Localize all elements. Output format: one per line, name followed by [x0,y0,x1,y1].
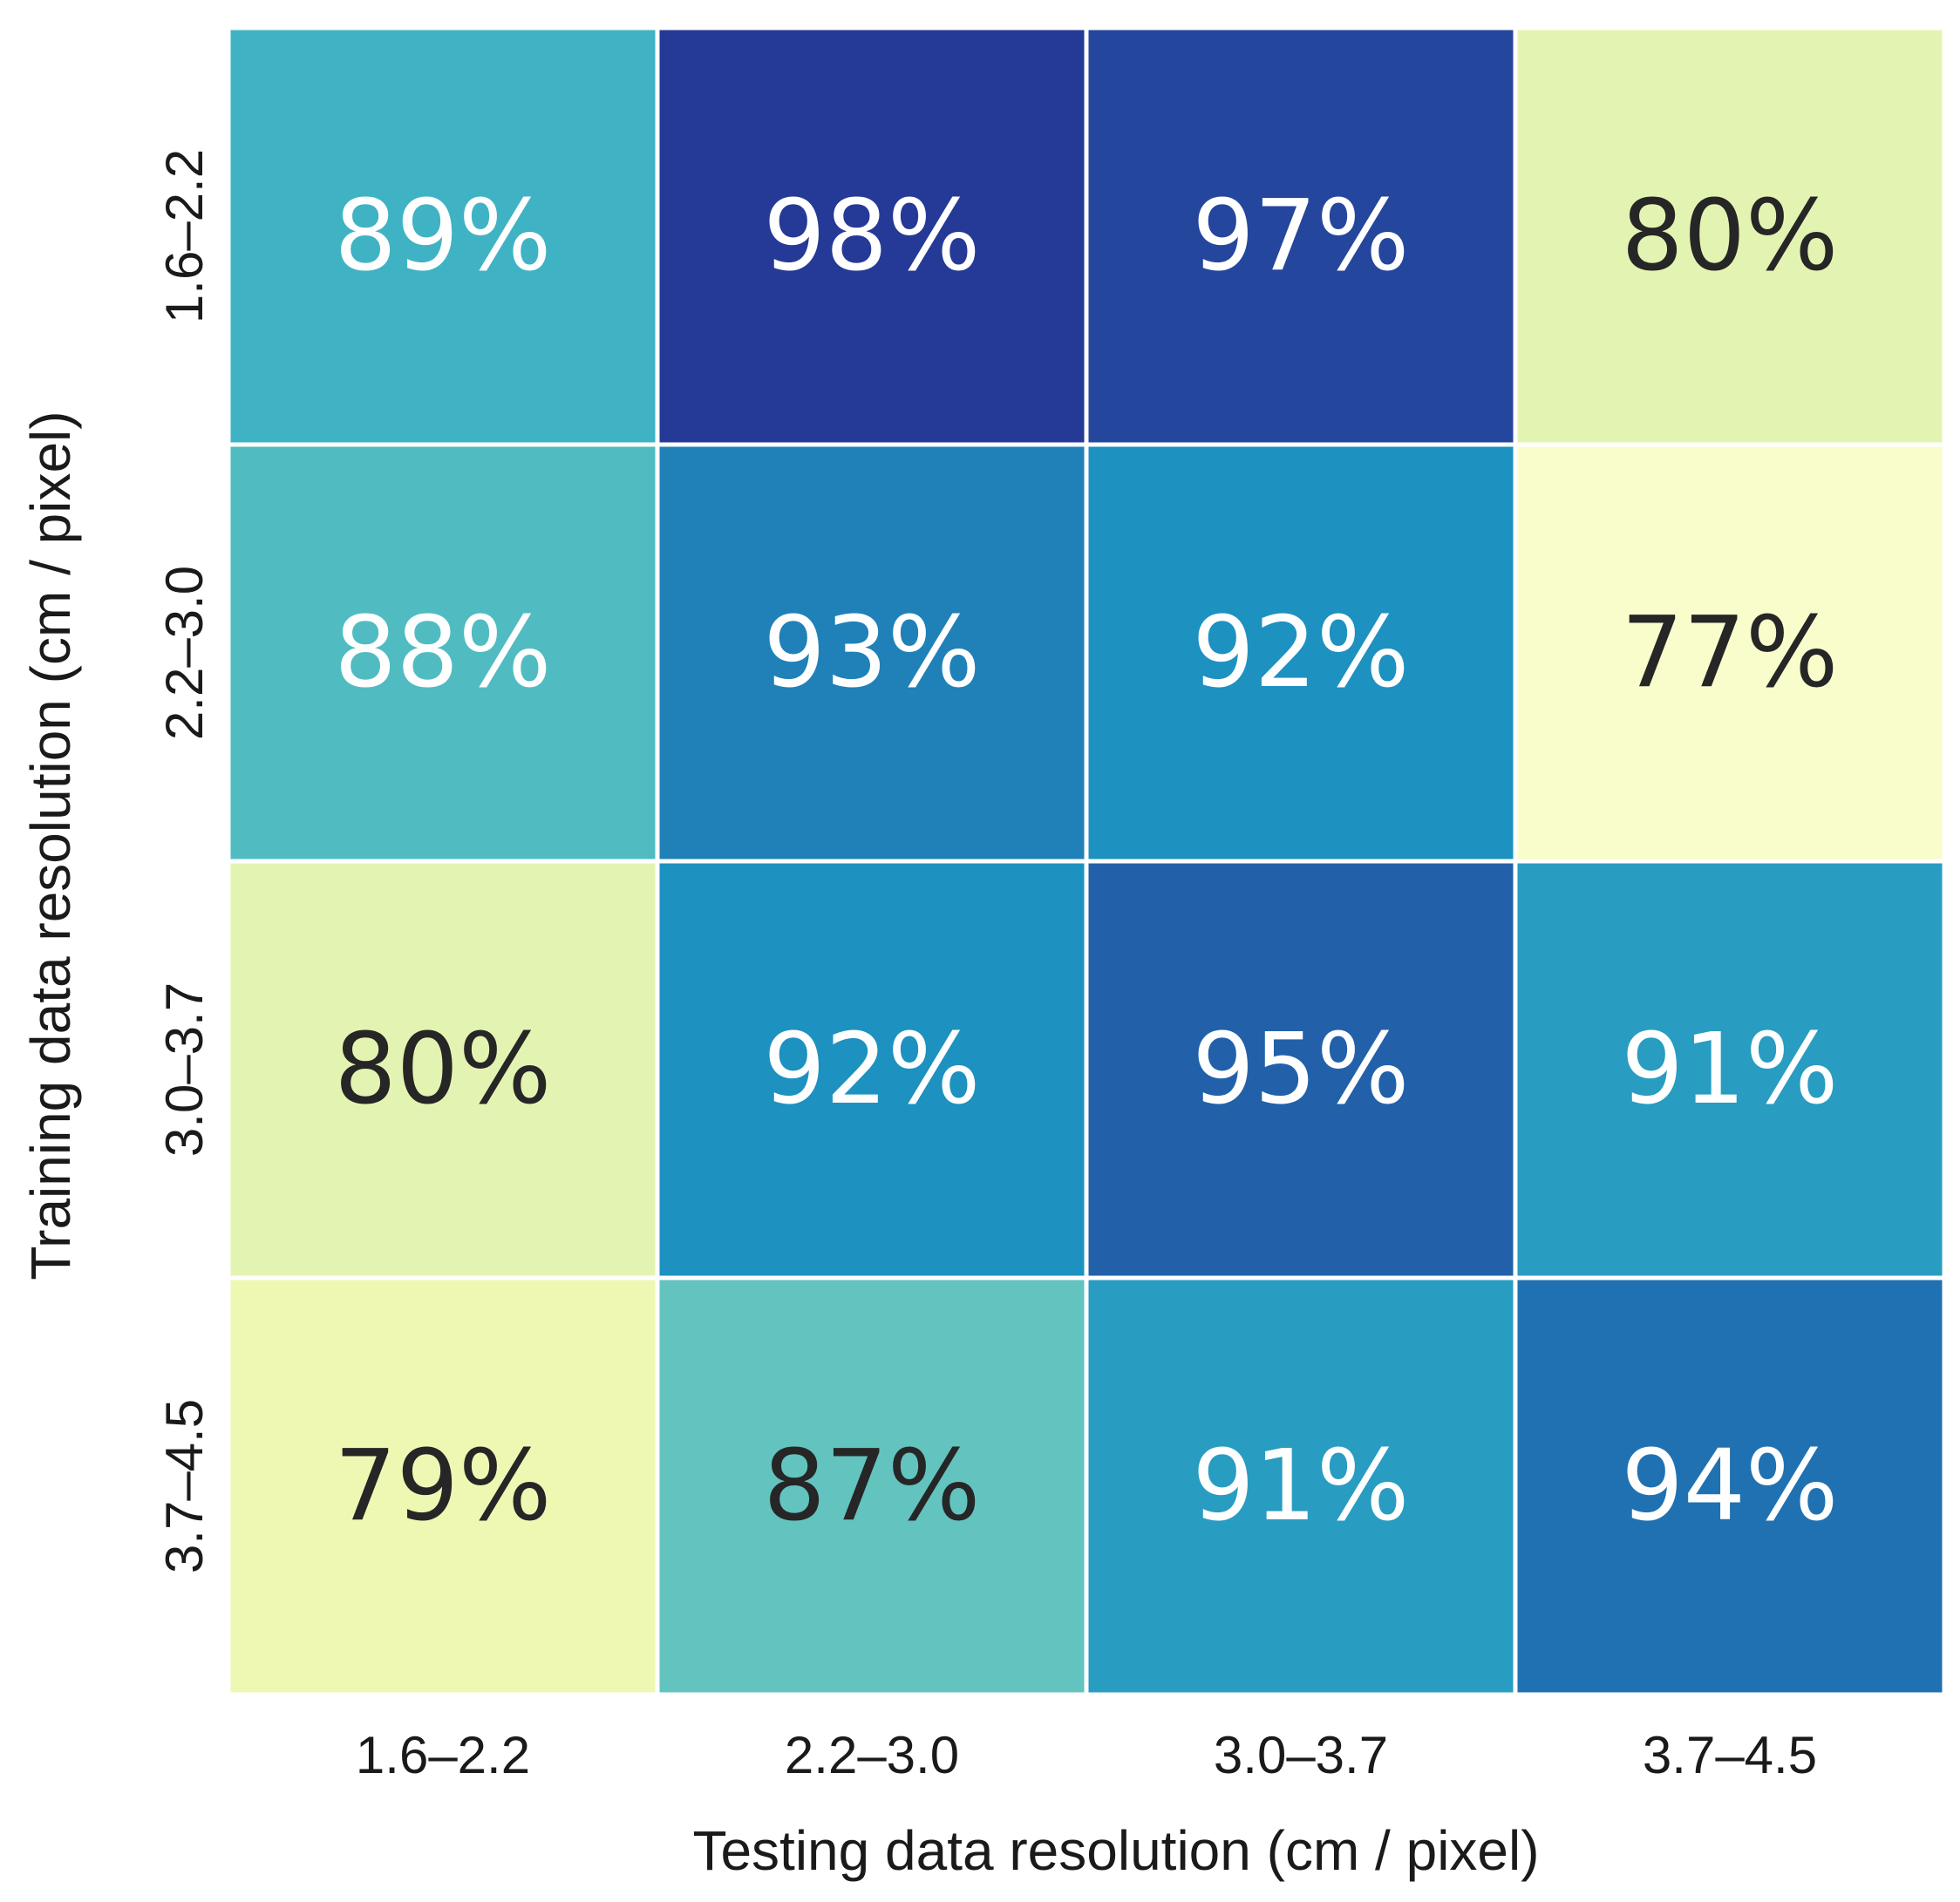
heatmap-cell-r2-c2 [655,442,1089,864]
x-tick-label: 1.6–2.2 [356,1726,530,1784]
heatmap-cell-r4-c1 [226,1275,660,1697]
heatmap-value-r2-c3: 92% [1193,596,1410,710]
heatmap-cell-r2-c4 [1513,442,1947,864]
x-tick-label: 3.7–4.5 [1643,1726,1817,1784]
heatmap-value-r3-c4: 91% [1622,1013,1839,1126]
heatmap-value-r2-c4: 77% [1622,596,1839,710]
heatmap-cell-r1-c3 [1084,25,1518,447]
heatmap-value-r4-c2: 87% [764,1430,981,1543]
heatmap-cell-r4-c4 [1513,1275,1947,1697]
y-tick-label: 3.0–3.7 [155,982,214,1157]
heatmap-cell-r4-c2 [655,1275,1089,1697]
heatmap-cell-r1-c4 [1513,25,1947,447]
x-tick-label: 2.2–3.0 [785,1726,959,1784]
heatmap-value-r3-c3: 95% [1193,1013,1410,1126]
heatmap-value-r4-c3: 91% [1193,1430,1410,1543]
x-axis-label: Testing data resolution (cm / pixel) [692,1819,1539,1882]
y-axis-label: Training data resolution (cm / pixel) [19,411,82,1280]
heatmap-cell-r2-c1 [226,442,660,864]
y-tick-label: 1.6–2.2 [155,149,214,323]
heatmap-value-r2-c1: 88% [335,596,552,710]
heatmap-cell-r3-c2 [655,859,1089,1280]
heatmap-cell-r1-c1 [226,25,660,447]
y-tick-label: 3.7–4.5 [155,1399,214,1573]
heatmap-value-r4-c4: 94% [1622,1430,1839,1543]
heatmap-cell-r1-c2 [655,25,1089,447]
x-tick-labels: 1.6–2.2 2.2–3.0 3.0–3.7 3.7–4.5 [356,1726,1817,1784]
y-tick-label: 2.2–3.0 [155,566,214,740]
heatmap-value-r1-c4: 80% [1622,180,1839,293]
x-tick-label: 3.0–3.7 [1214,1726,1388,1784]
y-tick-labels: 1.6–2.2 2.2–3.0 3.0–3.7 3.7–4.5 [155,149,214,1573]
heatmap-value-r1-c3: 97% [1193,180,1410,293]
heatmap-cell-r4-c3 [1084,1275,1518,1697]
heatmap-value-r3-c2: 92% [764,1013,981,1126]
heatmap-cells: 89% 98% 97% 80% 88% 93% 92% 77% 80% 92% 95% 91% 79% 8… [226,25,1947,1697]
heatmap-value-r4-c1: 79% [335,1430,552,1543]
heatmap-value-r2-c2: 93% [764,596,981,710]
heatmap-value-r1-c1: 89% [335,180,552,293]
heatmap-value-r1-c2: 98% [764,180,981,293]
heatmap-cell-r3-c4 [1513,859,1947,1280]
heatmap-value-r3-c1: 80% [335,1013,552,1126]
